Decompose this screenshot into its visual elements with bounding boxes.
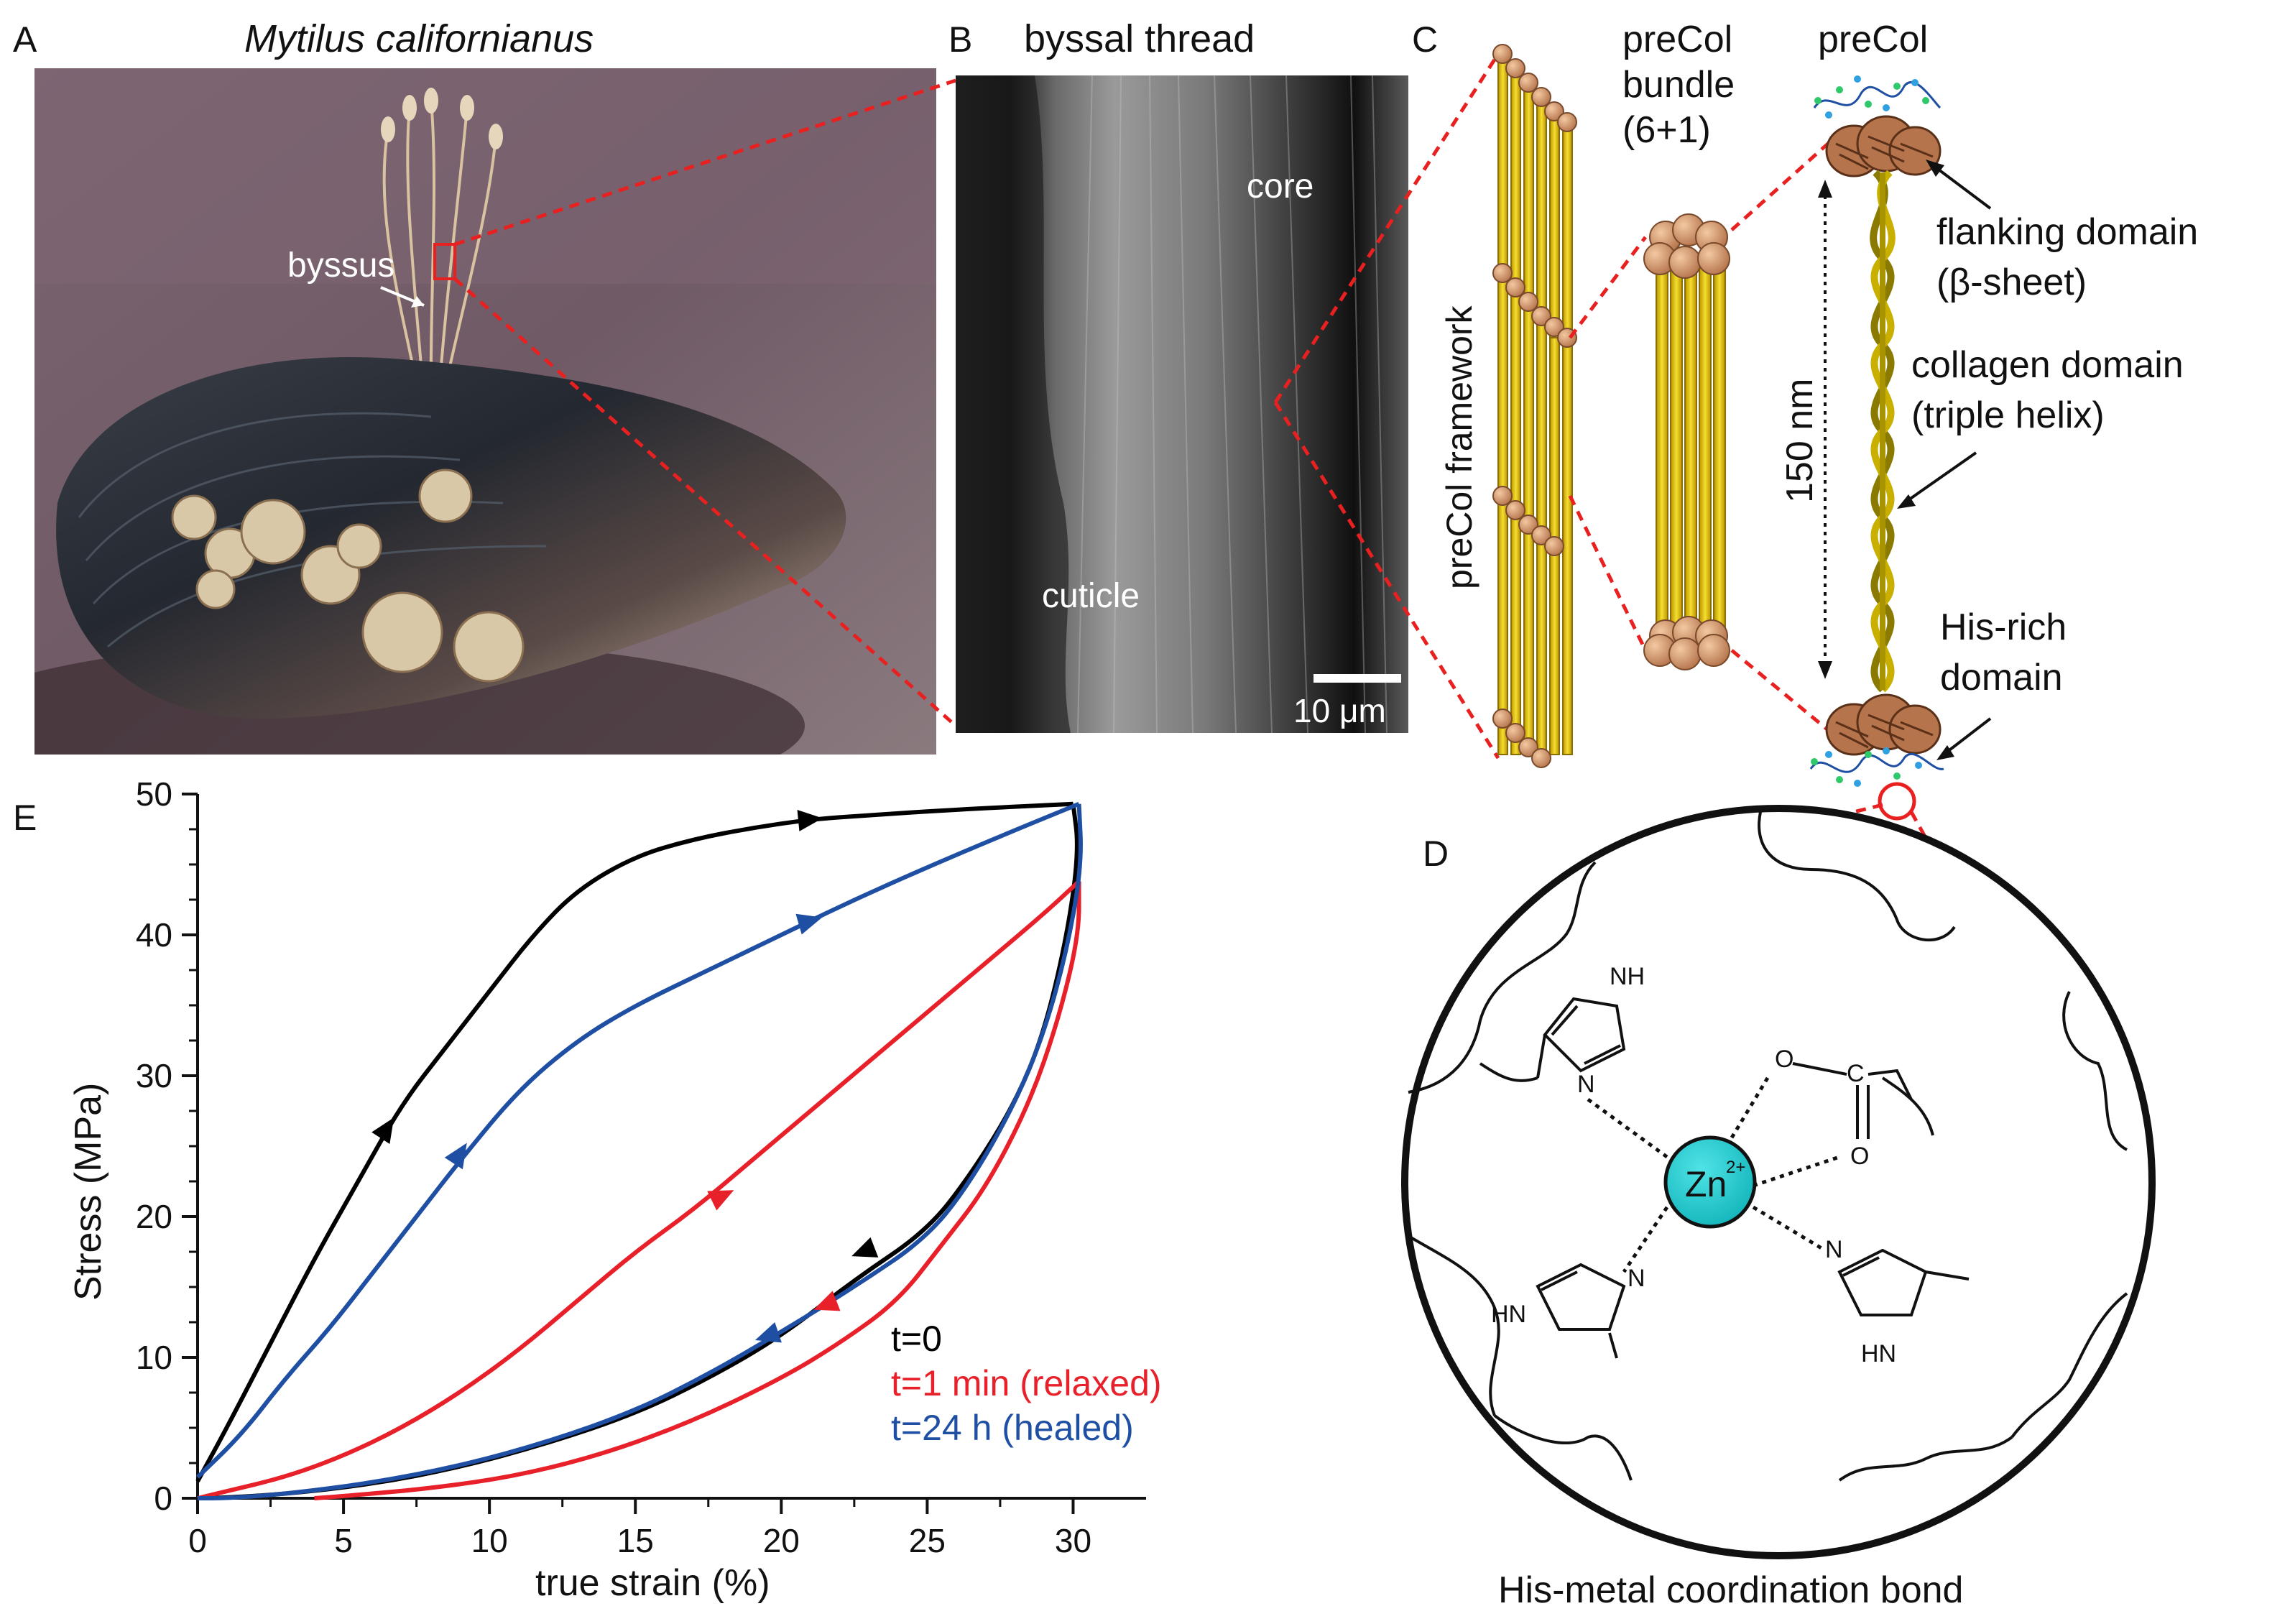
legend-entry: t=24 h (healed) xyxy=(891,1408,1134,1448)
atom-o-bottom: O xyxy=(1850,1143,1869,1170)
precol-bundle-diagram xyxy=(1643,213,1730,670)
series-2-unloading-curve xyxy=(198,803,1083,1500)
y-tick-label: 10 xyxy=(136,1339,172,1376)
panel-e: E 0 5 10 15 20 25 30 0 10 20 30 40 50 true strain (%… xyxy=(13,775,1162,1604)
direction-arrow xyxy=(444,1143,467,1170)
x-tick-label: 15 xyxy=(617,1522,654,1559)
his-zoom-circle xyxy=(1878,782,1916,821)
backbone-chains xyxy=(1407,811,2128,1482)
direction-arrow xyxy=(371,1117,394,1144)
zinc-symbol: Zn xyxy=(1685,1164,1727,1204)
panel-d-caption: His-metal coordination bond xyxy=(1498,1569,1963,1611)
direction-arrows xyxy=(371,809,879,1343)
imidazole-ring-right xyxy=(1837,1248,1970,1316)
direction-arrow xyxy=(754,1321,782,1343)
atom-hn-left: HN xyxy=(1491,1301,1526,1328)
flanking-label-line2: (β-sheet) xyxy=(1936,262,2087,303)
cuticle-label: cuticle xyxy=(1042,577,1140,615)
series-1-unloading-curve xyxy=(314,881,1081,1500)
atom-nh-top: NH xyxy=(1610,963,1645,990)
legend-entry: t=1 min (relaxed) xyxy=(891,1363,1162,1403)
panel-a-letter: A xyxy=(13,19,37,60)
direction-arrow xyxy=(813,1291,841,1311)
y-tick-label: 20 xyxy=(136,1198,172,1235)
coordination-bonds xyxy=(1587,1076,1840,1273)
his-label-line2: domain xyxy=(1940,657,2063,698)
panel-d: D NH N HN N xyxy=(1401,805,2156,1611)
x-tick-label: 20 xyxy=(763,1522,800,1559)
series-2-loading-curve xyxy=(195,801,1080,1479)
panel-a-title: Mytilus californianus xyxy=(244,17,594,60)
panel-e-letter: E xyxy=(13,798,37,838)
atom-o-top: O xyxy=(1775,1046,1793,1073)
atom-n-top: N xyxy=(1577,1071,1595,1098)
byssus-label: byssus xyxy=(287,246,394,285)
panel-d-letter: D xyxy=(1423,834,1449,874)
direction-arrow xyxy=(797,809,823,831)
zinc-ion xyxy=(1663,1135,1757,1229)
x-tick-label: 0 xyxy=(188,1522,207,1559)
y-tick-label: 50 xyxy=(136,775,172,813)
y-tick-label: 40 xyxy=(136,916,172,954)
atom-hn-right: HN xyxy=(1861,1340,1896,1367)
panel-c: C preCol framewor xyxy=(1412,19,2198,821)
zoom-lines-a-b xyxy=(453,78,957,727)
panel-b-letter: B xyxy=(948,19,972,60)
his-label-line1: His-rich xyxy=(1940,606,2067,648)
x-tick-label: 30 xyxy=(1055,1522,1091,1559)
length-indicator xyxy=(1818,180,1832,679)
zinc-charge: 2+ xyxy=(1726,1158,1745,1177)
bundle-label-line1: preCol xyxy=(1622,19,1732,60)
series-1-loading-curve xyxy=(197,880,1081,1500)
panel-c-letter: C xyxy=(1412,19,1438,60)
mussel-photo xyxy=(34,68,936,755)
atom-n-right: N xyxy=(1825,1236,1843,1263)
framework-label: preCol framework xyxy=(1439,305,1479,589)
panel-b-title: byssal thread xyxy=(1024,17,1255,60)
byssus-highlight-box xyxy=(433,243,456,280)
precol-label: preCol xyxy=(1818,19,1928,60)
imidazole-ring-left xyxy=(1536,1263,1626,1359)
bundle-label-line3: (6+1) xyxy=(1622,109,1711,151)
core-label: core xyxy=(1247,167,1313,206)
atom-c: C xyxy=(1847,1060,1865,1087)
x-axis-label: true strain (%) xyxy=(535,1562,770,1604)
legend-entry: t=0 xyxy=(891,1319,942,1359)
zoom-lines-b-c xyxy=(1273,52,1500,760)
chart-series xyxy=(195,801,1083,1500)
y-tick-label: 30 xyxy=(136,1057,172,1094)
chart-legend: t=0t=1 min (relaxed) t=24 h (healed) xyxy=(891,1319,1162,1448)
x-tick-label: 25 xyxy=(909,1522,946,1559)
bundle-label-line2: bundle xyxy=(1622,64,1735,106)
collagen-label-line1: collagen domain xyxy=(1911,344,2184,386)
x-tick-label: 10 xyxy=(471,1522,508,1559)
atom-n-left: N xyxy=(1628,1265,1645,1292)
x-tick-label: 5 xyxy=(334,1522,353,1559)
direction-arrow xyxy=(851,1237,879,1258)
scale-bar-label: 10 μm xyxy=(1293,692,1386,729)
direction-arrow xyxy=(795,913,823,935)
precol-molecule xyxy=(1809,75,1944,821)
panel-b: B byssal thread core cuticle 10 μm xyxy=(948,17,1408,733)
carboxylate xyxy=(1792,1062,1913,1139)
flanking-label-line1: flanking domain xyxy=(1936,211,2198,253)
y-axis-label: Stress (MPa) xyxy=(68,1083,109,1301)
coordination-circle xyxy=(1401,805,2156,1559)
scale-bar xyxy=(1313,674,1401,683)
sem-image xyxy=(956,75,1408,733)
panel-a: A Mytilus californianus xyxy=(13,17,936,755)
y-tick-label: 0 xyxy=(154,1480,172,1517)
direction-arrow xyxy=(707,1190,734,1211)
imidazole-ring-top xyxy=(1536,997,1626,1079)
length-label: 150 nm xyxy=(1779,379,1821,503)
precol-framework-diagram xyxy=(1492,44,1577,768)
axis-ticks: 0 5 10 15 20 25 30 0 10 20 30 40 50 xyxy=(136,775,1091,1559)
collagen-label-line2: (triple helix) xyxy=(1911,395,2105,436)
